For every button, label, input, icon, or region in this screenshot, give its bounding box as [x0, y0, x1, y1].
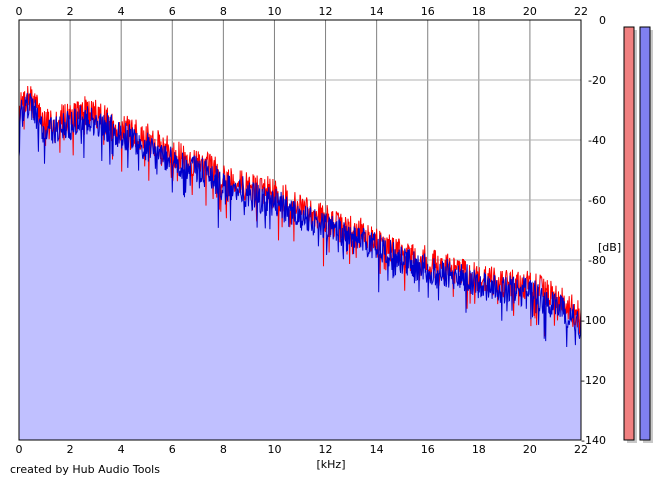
x-tick-label-top: 16 — [421, 5, 435, 18]
x-tick-label-bottom: 14 — [370, 443, 384, 456]
x-tick-label-top: 14 — [370, 5, 384, 18]
x-tick-label-bottom: 12 — [319, 443, 333, 456]
x-tick-label-top: 20 — [523, 5, 537, 18]
x-tick-labels-bottom: 0 2 4 6 8 10 12 14 16 18 20 22 — [16, 443, 589, 456]
y-tick-label: -100 — [581, 314, 606, 327]
credit-text: created by Hub Audio Tools — [10, 463, 160, 476]
y-tick-label: -140 — [581, 434, 606, 447]
x-tick-label-bottom: 16 — [421, 443, 435, 456]
level-meters — [623, 26, 653, 443]
x-tick-label-top: 10 — [267, 5, 281, 18]
level-meter-bar — [623, 26, 635, 441]
y-tick-label: -60 — [588, 194, 606, 207]
x-tick-label-top: 8 — [220, 5, 227, 18]
x-tick-label-bottom: 10 — [267, 443, 281, 456]
y-tick-labels: 0 -20 -40 -60 -80 -100 -120 -140 — [581, 14, 606, 447]
x-tick-label-top: 12 — [319, 5, 333, 18]
x-tick-label-bottom: 22 — [574, 443, 588, 456]
x-tick-label-top: 0 — [16, 5, 23, 18]
level-meter-bar — [639, 26, 651, 441]
series-line-1 — [18, 92, 582, 348]
x-tick-label-bottom: 0 — [16, 443, 23, 456]
plot-frame — [18, 19, 582, 441]
y-tick-label: 0 — [599, 14, 606, 27]
x-tick-label-top: 4 — [118, 5, 125, 18]
spectrum-fill-area — [19, 86, 581, 440]
x-tick-label-bottom: 20 — [523, 443, 537, 456]
x-tick-label-bottom: 18 — [472, 443, 486, 456]
y-tick-label: -40 — [588, 134, 606, 147]
series-lines — [18, 85, 582, 348]
x-tick-label-top: 22 — [574, 5, 588, 18]
y-tick-label: -120 — [581, 374, 606, 387]
y-axis-label: [dB] — [598, 241, 621, 254]
x-tick-label-bottom: 2 — [67, 443, 74, 456]
y-tick-label: -80 — [588, 254, 606, 267]
x-tick-label-top: 2 — [67, 5, 74, 18]
x-tick-labels-top: 0 2 4 6 8 10 12 14 16 18 20 22 — [16, 5, 589, 18]
x-tick-label-bottom: 4 — [118, 443, 125, 456]
y-tick-label: -20 — [588, 74, 606, 87]
x-tick-label-bottom: 6 — [169, 443, 176, 456]
x-tick-label-top: 18 — [472, 5, 486, 18]
x-tick-label-bottom: 8 — [220, 443, 227, 456]
x-tick-label-top: 6 — [169, 5, 176, 18]
x-axis-label: [kHz] — [317, 458, 346, 471]
